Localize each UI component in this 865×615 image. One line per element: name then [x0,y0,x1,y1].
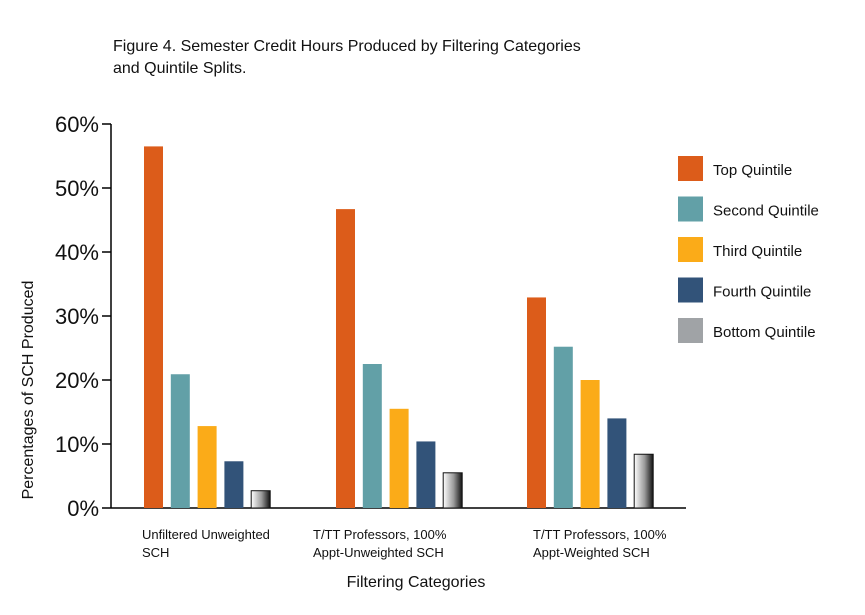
x-tick-label: SCH [142,545,169,560]
legend-swatch-third-quintile [678,237,703,262]
y-tick-label: 30% [55,304,99,329]
legend-swatch-second-quintile [678,196,703,222]
bar-fourth-quintile-3 [607,418,627,508]
x-tick-label: T/TT Professors, 100% [533,527,667,542]
x-tick-label: Appt-Weighted SCH [533,545,650,560]
y-tick-label: 20% [55,368,99,393]
bar-second-quintile-2 [362,364,382,508]
y-tick-label: 40% [55,240,99,265]
bar-top-quintile-2 [336,209,355,508]
bar-top-quintile-3 [527,297,546,508]
x-tick-label: Unfiltered Unweighted [142,527,270,542]
y-tick-label: 0% [67,496,99,521]
x-tick-label: Appt-Unweighted SCH [313,545,444,560]
legend-label: Third Quintile [713,243,802,260]
bar-top-quintile-1 [144,146,163,508]
legend-swatch-top-quintile [678,156,703,181]
bar-second-quintile-3 [553,346,573,508]
bar-fourth-quintile-2 [416,441,436,508]
legend-label: Top Quintile [713,162,792,179]
bar-third-quintile-1 [197,426,217,508]
bar-fourth-quintile-1 [224,461,244,508]
legend-swatch-fourth-quintile [678,277,703,303]
bar-second-quintile-1 [170,374,190,508]
bar-third-quintile-3 [580,380,600,508]
bar-bottom-quintile-1 [250,490,271,509]
legend-label: Fourth Quintile [713,284,811,301]
x-axis-title: Filtering Categories [347,574,486,591]
legend-swatch-bottom-quintile [678,318,703,343]
y-tick-label: 10% [55,432,99,457]
legend-label: Second Quintile [713,203,819,220]
legend-label: Bottom Quintile [713,324,816,341]
y-tick-label: 60% [55,112,99,137]
bar-bottom-quintile-3 [633,453,654,509]
x-tick-label: T/TT Professors, 100% [313,527,447,542]
chart-title: Figure 4. Semester Credit Hours Produced… [113,38,581,77]
bar-third-quintile-2 [389,408,409,508]
bar-bottom-quintile-2 [442,472,463,509]
y-axis-title: Percentages of SCH Produced [20,281,37,500]
y-tick-label: 50% [55,176,99,201]
